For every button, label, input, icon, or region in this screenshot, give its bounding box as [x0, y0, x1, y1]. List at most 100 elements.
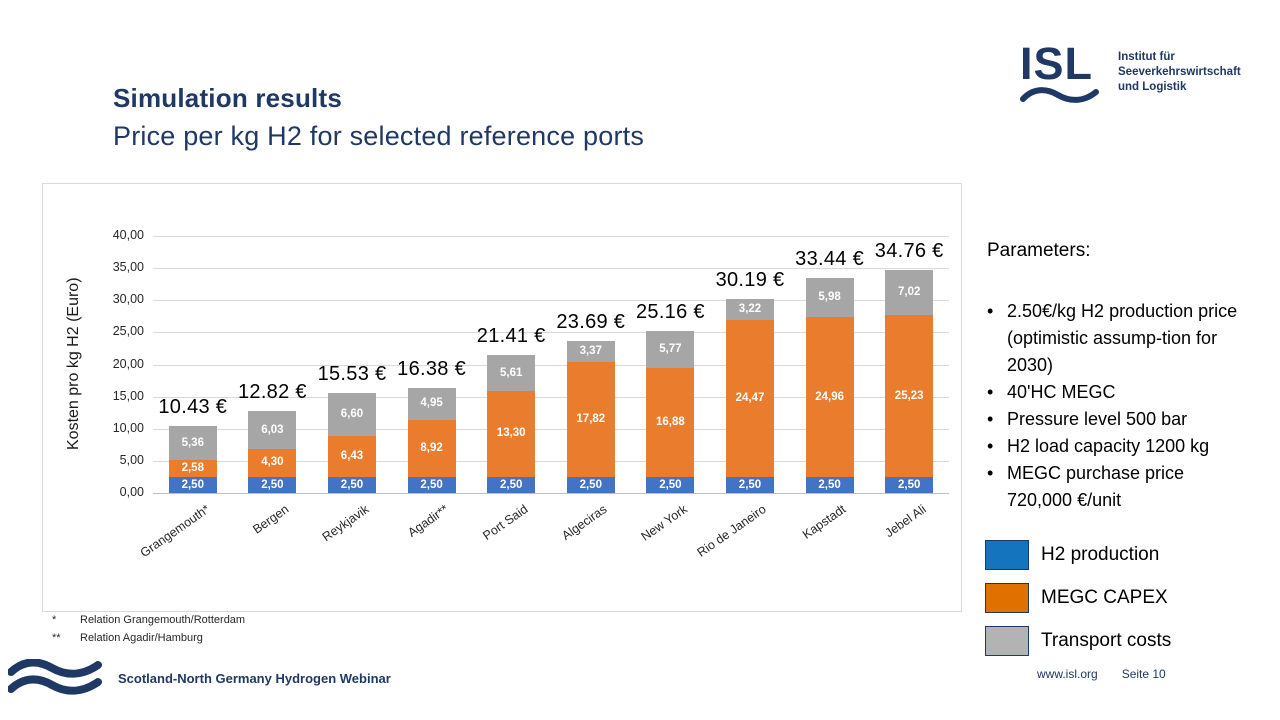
gridline	[153, 396, 949, 398]
bar-total-label: 21.41 €	[476, 325, 546, 348]
footer-page-number: Seite 10	[1121, 667, 1166, 681]
bar-value-label: 2,50	[818, 478, 841, 491]
bar-value-label: 2,50	[897, 478, 921, 491]
bar-value-label: 4,30	[261, 456, 284, 469]
bar-total-label: 23.69 €	[556, 310, 626, 333]
bar-value-label: 25,23	[894, 389, 924, 402]
title-block: Simulation results Price per kg H2 for s…	[113, 83, 644, 152]
bar-value-label: 16,88	[656, 416, 685, 429]
gridline	[153, 236, 949, 237]
bar-segment-h2-production: 2,50	[248, 476, 297, 493]
gridline	[153, 268, 949, 270]
parameter-item: 2.50€/kg H2 production price (optimistic…	[987, 298, 1249, 379]
isl-org-line: Institut für	[1118, 51, 1175, 63]
footer-website: www.isl.org	[1037, 667, 1098, 681]
bar-value-label: 13,30	[496, 427, 526, 440]
bar-value-label: 3,22	[738, 303, 762, 316]
legend-label: Transport costs	[1041, 630, 1172, 651]
bar-segment-transport-costs: 3,22	[726, 299, 774, 320]
bar-total-label: 16.38 €	[397, 357, 467, 380]
x-axis-label: Reykjavik	[319, 502, 372, 545]
x-axis-label: Agadir**	[405, 502, 451, 540]
bar-total-label: 33.44 €	[795, 248, 865, 271]
bar-value-label: 2,58	[181, 462, 204, 475]
bar-value-label: 5,77	[659, 343, 682, 356]
bar-value-label: 2,50	[420, 478, 443, 491]
bar-value-label: 2,50	[340, 478, 364, 491]
x-axis-label: Port Said	[480, 502, 531, 543]
y-tick-label: 35,00	[112, 260, 144, 275]
parameter-item: 40'HC MEGC	[987, 379, 1249, 406]
footer-right: www.isl.org Seite 10	[1037, 667, 1166, 681]
isl-org-line: und Logistik	[1118, 81, 1187, 93]
bar-segment-h2-production: 2,50	[805, 476, 854, 493]
legend-label: MEGC CAPEX	[1041, 587, 1168, 608]
bar-segment-transport-costs: 3,37	[566, 340, 615, 363]
bar-segment-transport-costs: 6,60	[328, 393, 376, 436]
bar-segment-megc-capex: 8,92	[407, 419, 456, 477]
x-axis-label: Algeciras	[559, 502, 610, 543]
isl-abbr-text: ISL	[1020, 38, 1094, 89]
bar-total-label: 15.53 €	[317, 363, 387, 386]
legend-item: Transport costs	[985, 626, 1171, 656]
bar-segment-transport-costs: 6,03	[248, 410, 297, 450]
isl-org-line: Seeverkehrswirtschaft	[1118, 66, 1241, 78]
bar-value-label: 8,92	[420, 441, 443, 454]
chart-panel: Kosten pro kg H2 (Euro) 0,00 5,00 10,00 15,…	[42, 183, 962, 612]
bar-value-label: 24,47	[735, 391, 765, 404]
bar-segment-transport-costs: 5,98	[805, 278, 854, 317]
bar-segment-megc-capex: 4,30	[248, 449, 297, 477]
y-tick-label: 40,00	[112, 228, 144, 242]
bar-total-label: 10.43 €	[158, 395, 228, 418]
legend-swatch-megc-capex	[985, 583, 1029, 613]
bar-segment-megc-capex: 6,43	[328, 435, 376, 477]
bar-value-label: 5,98	[818, 291, 841, 304]
legend-swatch-transport-costs	[985, 626, 1029, 656]
bar-total-label: 12.82 €	[237, 380, 307, 403]
bar-segment-megc-capex: 24,47	[726, 319, 774, 477]
gridline	[153, 428, 949, 430]
bar-value-label: 2,50	[261, 478, 284, 491]
parameter-item: Pressure level 500 bar	[987, 406, 1249, 433]
y-tick-label: 20,00	[112, 356, 144, 371]
bar-value-label: 5,61	[499, 367, 523, 380]
parameter-item: H2 load capacity 1200 kg	[987, 433, 1249, 460]
y-tick-label: 10,00	[112, 420, 144, 435]
gridline	[153, 300, 949, 302]
gridline	[153, 364, 949, 366]
bar-value-label: 17,82	[576, 413, 606, 426]
bar-segment-megc-capex: 13,30	[487, 391, 536, 477]
bar-segment-megc-capex: 2,58	[168, 460, 217, 477]
footnote-text: Relation Grangemouth/Rotterdam	[80, 614, 246, 626]
bar-segment-transport-costs: 4,95	[407, 387, 456, 420]
bar-segment-h2-production: 2,50	[646, 476, 695, 493]
isl-logotype: ISL	[1020, 38, 1106, 109]
bar-segment-transport-costs: 5,61	[487, 355, 536, 392]
bar-value-label: 2,50	[738, 478, 762, 491]
bar-segment-h2-production: 2,50	[487, 476, 536, 493]
bar-value-label: 2,50	[659, 478, 682, 491]
y-tick-label: 5,00	[119, 452, 144, 467]
bar-segment-h2-production: 2,50	[885, 476, 934, 493]
footnotes: * Relation Grangemouth/Rotterdam ** Relatio…	[52, 611, 245, 647]
x-axis-label: Grangemouth*	[137, 502, 212, 561]
x-axis-label: New York	[638, 502, 690, 544]
bar-segment-megc-capex: 25,23	[885, 314, 934, 477]
isl-org-name: Institut für Seeverkehrswirtschaft und L…	[1118, 50, 1241, 109]
bar-segment-h2-production: 2,50	[726, 476, 774, 493]
x-axis-line	[153, 493, 949, 494]
parameters-list: 2.50€/kg H2 production price (optimistic…	[987, 298, 1249, 514]
y-tick-label: 0,00	[119, 485, 144, 499]
footnote: ** Relation Agadir/Hamburg	[52, 629, 245, 647]
parameters-heading: Parameters:	[987, 240, 1091, 261]
bar-value-label: 2,50	[579, 478, 602, 491]
bar-segment-megc-capex: 24,96	[805, 316, 854, 477]
bar-value-label: 7,02	[897, 285, 921, 298]
x-axis-label: Kapstadt	[800, 502, 849, 542]
footnote-marker: **	[52, 632, 61, 644]
bar-segment-h2-production: 2,50	[407, 476, 456, 493]
isl-wave-icon	[1020, 87, 1099, 103]
bar-segment-megc-capex: 16,88	[646, 368, 695, 477]
bar-segment-h2-production: 2,50	[168, 476, 217, 493]
bar-value-label: 3,37	[579, 344, 602, 357]
